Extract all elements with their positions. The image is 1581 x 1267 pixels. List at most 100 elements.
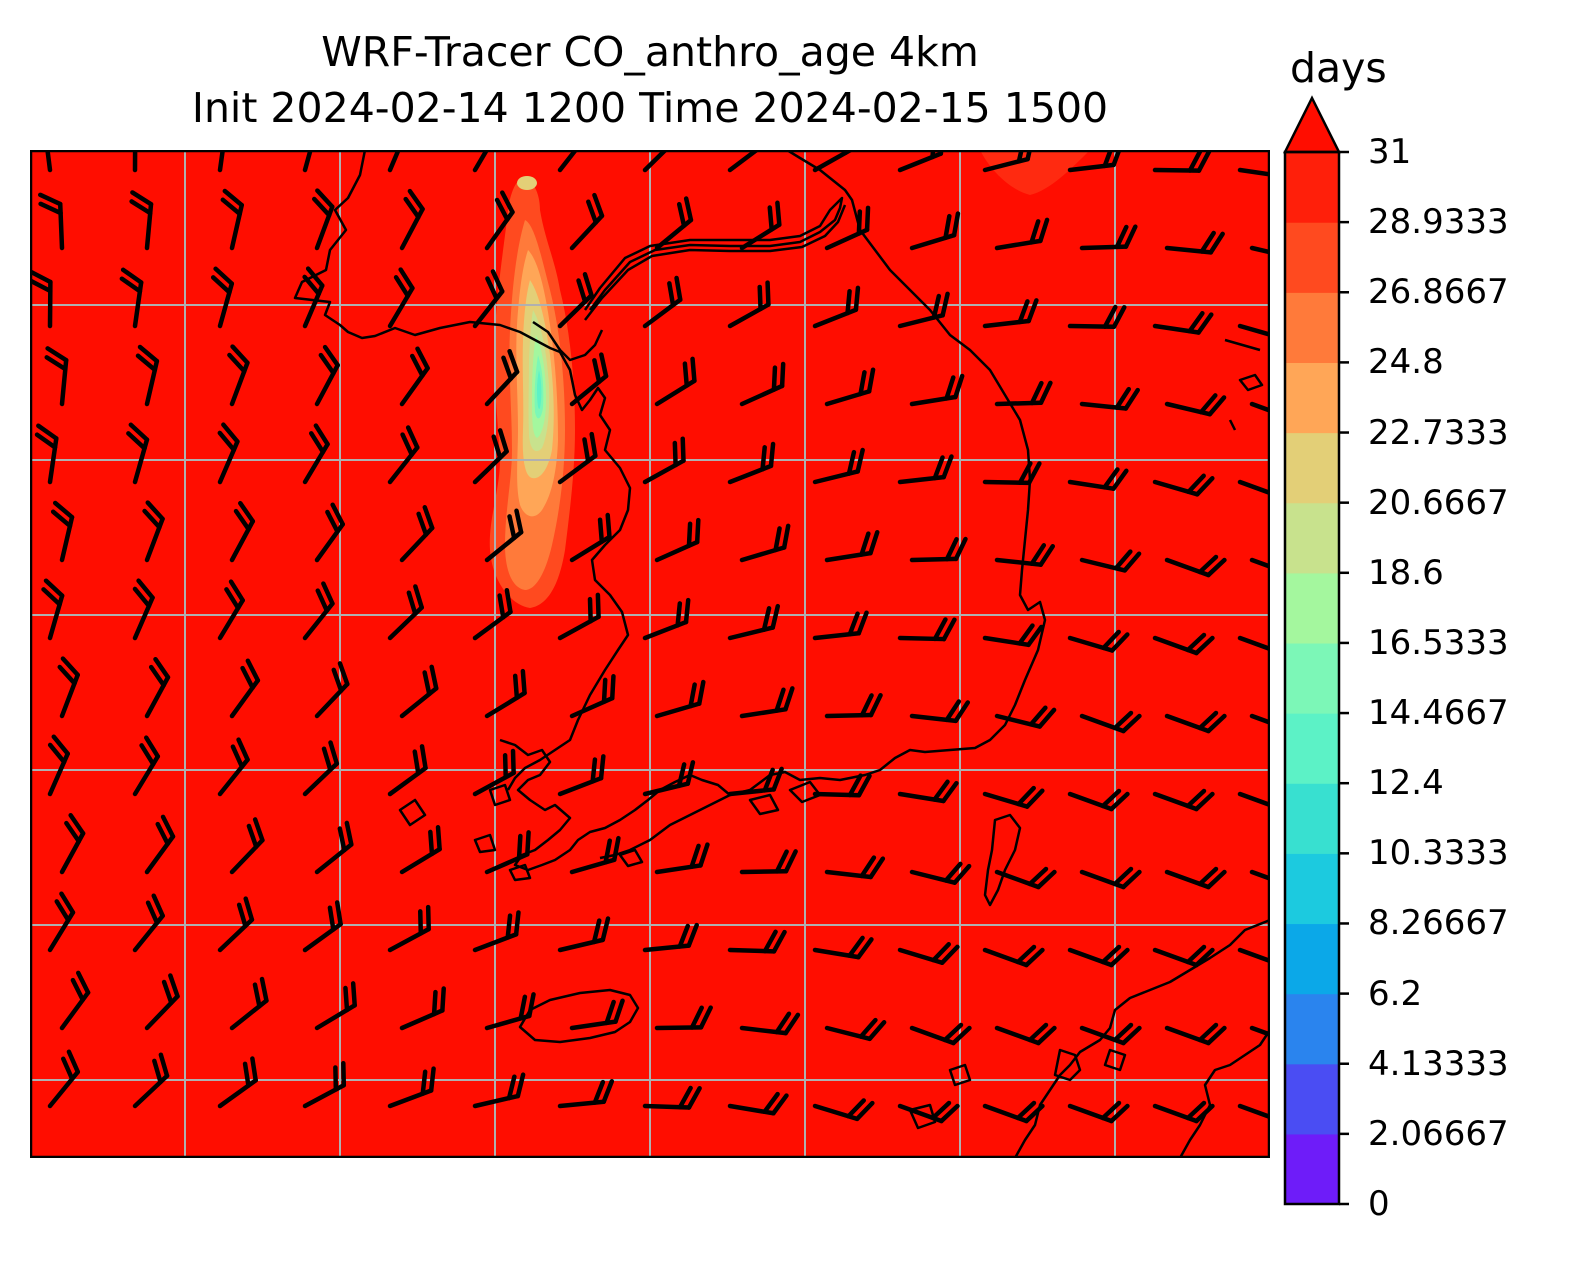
wind-barb [642, 436, 686, 485]
lat-lon-grid [30, 150, 1270, 1158]
wind-barb [1164, 1022, 1227, 1046]
colorbar-tick-label: 2.06667 [1368, 1113, 1509, 1154]
wind-barb [229, 500, 256, 563]
colorbar-tick-label: 14.4667 [1368, 693, 1509, 734]
colorbar-band [1285, 993, 1339, 1065]
wind-barb [314, 981, 357, 1031]
wind-barb [897, 942, 960, 966]
wind-barb [399, 188, 425, 251]
colorbar-ticks [1339, 150, 1349, 1206]
wind-barb [1152, 788, 1215, 812]
wind-barb [727, 603, 781, 641]
wind-barb [302, 740, 340, 797]
wind-barb [1237, 947, 1270, 964]
colorbar-band [1285, 502, 1339, 574]
wind-barb [897, 779, 959, 804]
colorbar-tick-label: 16.5333 [1368, 622, 1509, 663]
wind-barb [824, 205, 871, 251]
wind-barb [41, 578, 65, 641]
wind-barb [642, 150, 669, 173]
wind-barb [45, 150, 53, 173]
wind-barb [59, 970, 91, 1031]
wind-barb [1249, 557, 1270, 569]
colorbar [1282, 95, 1349, 1206]
colorbar-extend-arrow [1282, 95, 1342, 154]
wind-barb [897, 454, 954, 485]
wind-barb [387, 267, 415, 329]
wind-barb [302, 150, 313, 173]
wind-barb [1152, 311, 1214, 335]
wind-barb [654, 196, 694, 251]
coastline-south-islands [398, 738, 822, 882]
wind-barb [1249, 1025, 1270, 1037]
wind-barb [399, 505, 435, 563]
wind-barb [739, 1011, 801, 1036]
wind-barb [994, 217, 1050, 251]
wind-barb [387, 1066, 436, 1109]
colorbar-band [1285, 572, 1339, 644]
wind-barb [217, 1056, 258, 1109]
wind-barb [569, 673, 616, 719]
wind-barb [126, 422, 150, 485]
wind-barb [1079, 386, 1140, 411]
wind-barb [982, 298, 1039, 329]
wind-barb [132, 893, 165, 953]
wind-barb [897, 1100, 960, 1124]
wind-barb [217, 579, 245, 641]
wind-barb [217, 422, 240, 485]
wind-barb [557, 916, 611, 953]
wind-barb [314, 661, 350, 719]
wind-barb [897, 617, 957, 642]
wind-barb [557, 1079, 615, 1109]
wind-barb [1249, 869, 1270, 881]
wind-barb [812, 610, 869, 641]
coastline-northeast-island [1224, 338, 1264, 431]
wind-barb [994, 1022, 1057, 1046]
wind-barb [314, 820, 354, 875]
wind-barb [1067, 944, 1130, 968]
wind-barb [812, 285, 861, 329]
wind-barb [484, 348, 520, 407]
wind-barb [1152, 1100, 1215, 1124]
coastline-bohai-inner [532, 320, 604, 362]
wind-barb [484, 830, 531, 875]
wind-barb [472, 269, 505, 329]
wind-barb [1164, 866, 1227, 890]
wind-barb [229, 658, 261, 719]
map-frame [30, 150, 1270, 1158]
wind-barb [1067, 304, 1127, 330]
wind-barb [484, 992, 536, 1031]
wind-barb [909, 211, 961, 251]
wind-barb [472, 1072, 526, 1109]
wind-barb [399, 986, 446, 1031]
wind-barb [387, 904, 431, 953]
wind-barb [557, 431, 598, 485]
plume-contour [980, 150, 1090, 195]
wind-barb [472, 587, 513, 641]
colorbar-band [1285, 642, 1339, 714]
wind-barb [1067, 629, 1130, 653]
colorbar-tick-label: 28.9333 [1368, 202, 1509, 243]
colorbar-band [1285, 152, 1339, 223]
wind-barb [119, 267, 144, 329]
wind-barb [1237, 479, 1270, 496]
wind-barb [472, 748, 516, 797]
wind-barb [1164, 554, 1227, 578]
colorbar-band [1285, 783, 1339, 854]
map-title-line-2: Init 2024-02-14 1200 Time 2024-02-15 150… [191, 84, 1109, 132]
colorbar-frame [1283, 150, 1341, 1206]
wind-barb [642, 760, 696, 797]
colorbar-tick-label: 12.4 [1368, 763, 1444, 804]
colorbar-tick-label: 24.8 [1368, 342, 1444, 383]
wind-barb [824, 529, 880, 563]
map-title-line-1: WRF-Tracer CO_anthro_age 4km [321, 28, 979, 76]
wind-barb [34, 423, 59, 485]
wind-barb [569, 998, 625, 1031]
wind-barb [812, 1098, 875, 1122]
colorbar-band [1285, 1133, 1339, 1205]
wind-barb [132, 578, 155, 641]
wind-barb [1067, 788, 1130, 812]
wind-barb [812, 935, 874, 960]
wind-barb [897, 150, 944, 173]
wind-barb [569, 835, 621, 875]
